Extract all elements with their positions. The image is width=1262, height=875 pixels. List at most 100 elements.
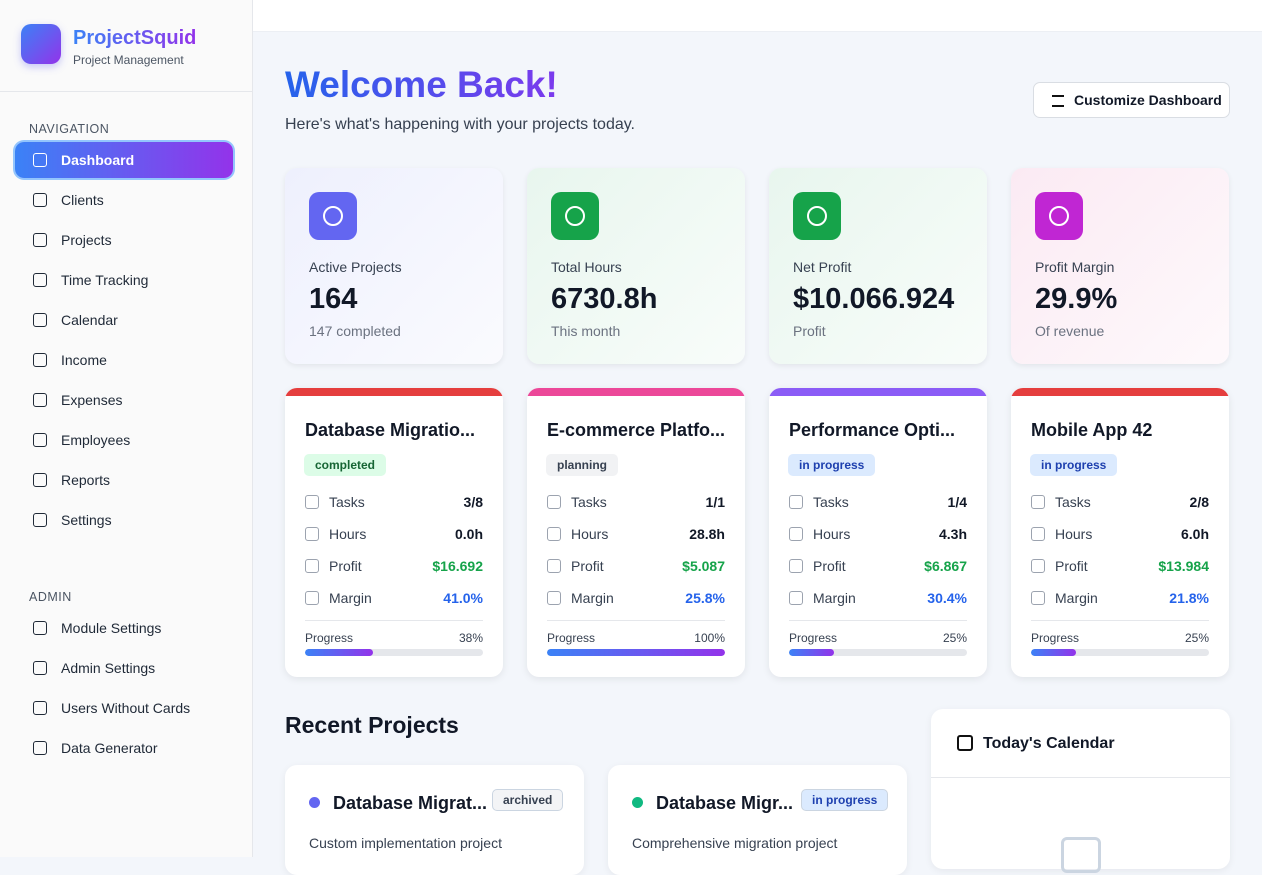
project-card[interactable]: Mobile App 42 in progress Tasks 2/8 Hours 6.0… [1011, 388, 1229, 677]
nav-icon [33, 353, 47, 367]
status-badge: planning [546, 454, 618, 476]
project-name: Database Migrat... [333, 793, 488, 813]
progress-fill [789, 649, 834, 656]
metric-row: Hours 4.3h [789, 524, 967, 544]
metric-icon [305, 559, 319, 573]
nav-item[interactable]: Income [15, 342, 233, 378]
metric-label: Tasks [1055, 494, 1091, 510]
metric-label: Profit [1055, 558, 1088, 574]
progress-fill [1031, 649, 1076, 656]
divider [789, 620, 967, 621]
metric-icon [1031, 527, 1045, 541]
project-card[interactable]: E-commerce Platfo... planning Tasks 1/1 Hour… [527, 388, 745, 677]
progress-value: 100% [694, 631, 725, 645]
metric-label: Tasks [571, 494, 607, 510]
button-label[interactable]: Customize Dashboard [1074, 92, 1222, 108]
stat-value: $10.066.924 [793, 283, 955, 315]
metric-value: 0.0h [454, 526, 483, 542]
nav-item[interactable]: Time Tracking [15, 262, 233, 298]
recent-project-card[interactable]: Database Migrat... archived Custom impleme… [285, 765, 584, 875]
welcome-subtitle: Here's what's happening with your projec… [285, 116, 635, 133]
project-name: Performance Opti... [789, 420, 956, 440]
icon-glyph [1049, 206, 1069, 226]
divider [931, 777, 1230, 778]
status-badge: in progress [801, 789, 889, 811]
project-card[interactable]: Performance Opti... in progress Tasks 1/4 Ho… [769, 388, 987, 677]
metric-icon [1031, 495, 1045, 509]
metric-label: Margin [813, 590, 856, 606]
stat-label: Total Hours [551, 259, 622, 275]
metric-row: Profit $13.984 [1031, 556, 1209, 576]
status-badge: completed [304, 454, 387, 476]
metric-value: $16.692 [432, 558, 483, 574]
stat-value: 29.9% [1035, 283, 1118, 315]
status-dot [309, 797, 320, 808]
metric-label: Margin [1055, 590, 1098, 606]
nav-item[interactable]: Calendar [15, 302, 233, 338]
metric-value: 2/8 [1189, 494, 1209, 510]
metric-icon [305, 591, 319, 605]
metric-row: Margin 25.8% [547, 588, 725, 608]
customize-button[interactable]: Customize Dashboard [1033, 82, 1230, 118]
recent-project-card[interactable]: Database Migr... in progress Comprehensive… [608, 765, 907, 875]
divider [547, 620, 725, 621]
metric-value: $13.984 [1158, 558, 1209, 574]
metric-icon [305, 527, 319, 541]
project-description: Comprehensive migration project [632, 835, 838, 851]
metric-value: 28.8h [689, 526, 725, 542]
nav-item[interactable]: Reports [15, 462, 233, 498]
metric-icon [1031, 591, 1045, 605]
metric-icon [547, 495, 561, 509]
nav-icon [33, 621, 47, 635]
nav-item[interactable]: Expenses [15, 382, 233, 418]
stat-note: 147 completed [309, 323, 401, 339]
metric-icon [547, 527, 561, 541]
metric-row: Margin 21.8% [1031, 588, 1209, 608]
metric-icon [789, 591, 803, 605]
metric-row: Profit $16.692 [305, 556, 483, 576]
metric-row: Tasks 1/4 [789, 492, 967, 512]
nav-icon [33, 661, 47, 675]
metric-row: Tasks 3/8 [305, 492, 483, 512]
nav-item[interactable]: Settings [15, 502, 233, 538]
nav-item[interactable]: Projects [15, 222, 233, 258]
nav-icon [33, 153, 47, 167]
metric-value: 25.8% [685, 590, 725, 606]
metric-row: Hours 0.0h [305, 524, 483, 544]
stat-value: 6730.8h [551, 283, 658, 315]
metric-label: Margin [571, 590, 614, 606]
progress-value: 25% [942, 631, 967, 645]
metric-label: Tasks [813, 494, 849, 510]
metric-label: Profit [329, 558, 362, 574]
stat-note: Profit [793, 323, 826, 339]
brand-tagline: Project Management [73, 53, 184, 67]
nav-icon [33, 473, 47, 487]
stat-icon [309, 192, 357, 240]
project-name: Database Migr... [656, 793, 794, 813]
nav-item[interactable]: Module Settings [15, 610, 233, 646]
project-name: Mobile App 42 [1031, 420, 1153, 440]
progress-label: Progress [547, 631, 596, 645]
metric-icon [789, 559, 803, 573]
section-heading: NAVIGATION [29, 122, 110, 136]
status-badge: in progress [1030, 454, 1118, 476]
progress-fill [305, 649, 373, 656]
nav-item[interactable]: Clients [15, 182, 233, 218]
nav-icon [33, 393, 47, 407]
project-card[interactable]: Database Migratio... completed Tasks 3/8 Hou… [285, 388, 503, 677]
icon-glyph [807, 206, 827, 226]
stat-label: Active Projects [309, 259, 402, 275]
status-badge: in progress [788, 454, 876, 476]
nav-item[interactable]: Dashboard [15, 142, 233, 178]
nav-item[interactable]: Data Generator [15, 730, 233, 766]
nav-item[interactable]: Employees [15, 422, 233, 458]
stat-icon [793, 192, 841, 240]
nav-item[interactable]: Users Without Cards [15, 690, 233, 726]
metric-icon [547, 559, 561, 573]
icon [1052, 95, 1064, 107]
metric-icon [1031, 559, 1045, 573]
nav-item[interactable]: Admin Settings [15, 650, 233, 686]
recent-title: Recent Projects [285, 712, 459, 738]
